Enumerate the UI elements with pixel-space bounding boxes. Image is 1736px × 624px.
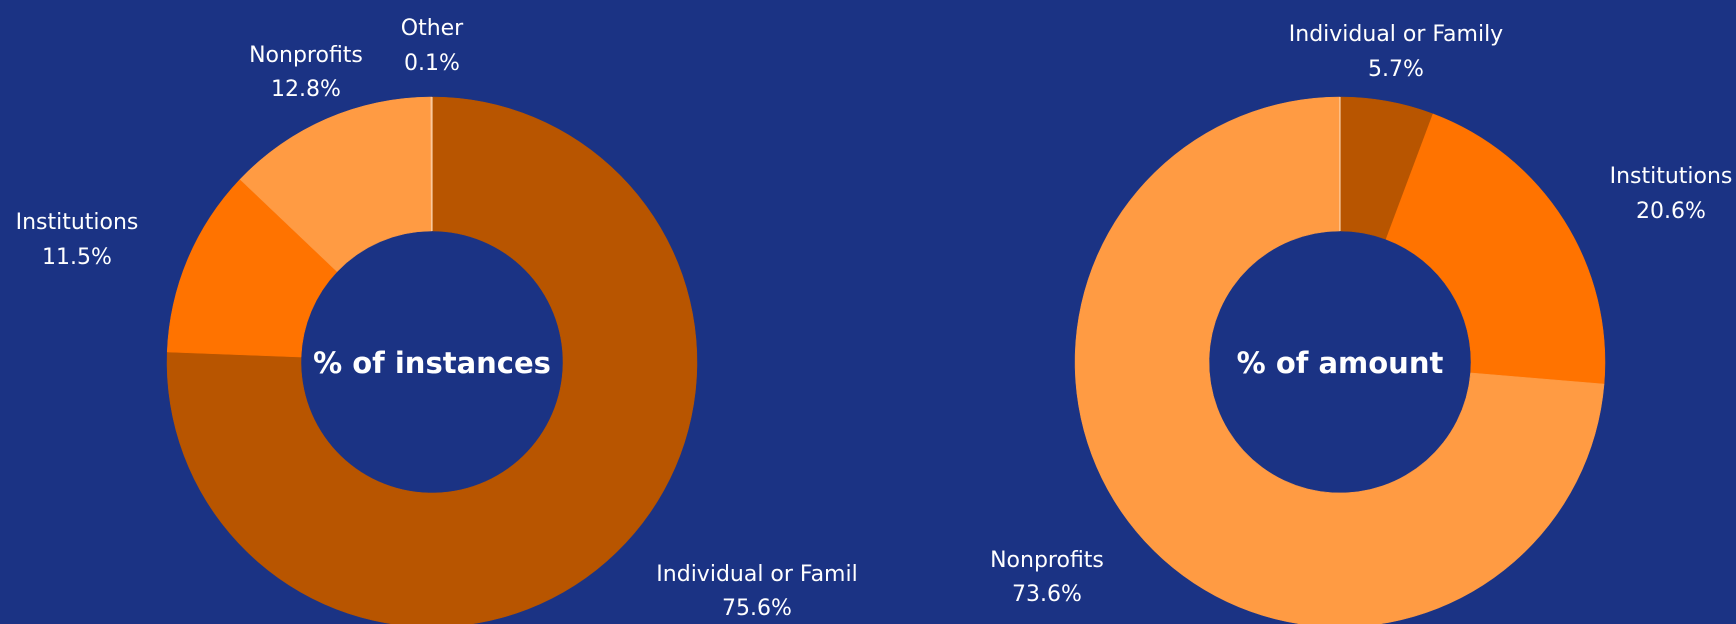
center-title-instances: % of instances bbox=[313, 346, 551, 380]
slice-label-value: 0.1% bbox=[404, 51, 460, 76]
slice-label-value: 75.6% bbox=[722, 596, 792, 621]
donut-slices-instances bbox=[166, 96, 698, 624]
slice-label-value: 12.8% bbox=[271, 77, 341, 102]
slice-label-category: Other bbox=[401, 16, 464, 41]
donut-slice-nonprofits bbox=[1074, 96, 1605, 624]
donut-slice-institutions bbox=[1385, 113, 1606, 385]
donut-chart-amount: % of amount Individual or Family 5.7% In… bbox=[990, 22, 1732, 624]
slice-label-category: Institutions bbox=[1610, 164, 1733, 189]
donut-slice-individual-or-famil bbox=[166, 96, 698, 624]
slice-label-category: Individual or Family bbox=[1289, 22, 1503, 47]
donut-chart-instances: % of instances Individual or Famil 75.6%… bbox=[16, 16, 858, 624]
slice-label-value: 73.6% bbox=[1012, 582, 1082, 607]
slice-label-value: 5.7% bbox=[1368, 57, 1424, 82]
slice-label-category: Nonprofits bbox=[249, 43, 363, 68]
center-title-amount: % of amount bbox=[1237, 346, 1444, 380]
slice-label-category: Nonprofits bbox=[990, 548, 1104, 573]
slice-label-category: Individual or Famil bbox=[656, 562, 857, 587]
donut-slice-institutions bbox=[166, 179, 338, 358]
slice-label-category: Institutions bbox=[16, 210, 139, 235]
slice-label-value: 11.5% bbox=[42, 245, 112, 270]
slice-label-value: 20.6% bbox=[1636, 199, 1706, 224]
donut-slices-amount bbox=[1074, 96, 1606, 624]
